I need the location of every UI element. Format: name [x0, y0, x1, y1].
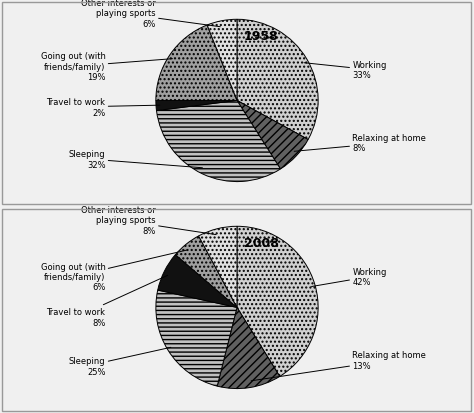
Text: Relaxing at home
8%: Relaxing at home 8%	[294, 133, 426, 153]
Wedge shape	[156, 101, 237, 112]
Text: 1958: 1958	[244, 30, 279, 43]
Text: Other interests or
playing sports
8%: Other interests or playing sports 8%	[81, 205, 216, 235]
Text: Going out (with
friends/family)
19%: Going out (with friends/family) 19%	[41, 52, 173, 82]
Wedge shape	[237, 227, 318, 377]
Wedge shape	[237, 20, 318, 140]
Bar	[2, 209, 471, 411]
Bar	[2, 3, 471, 204]
Wedge shape	[156, 26, 237, 101]
Wedge shape	[237, 101, 308, 169]
Wedge shape	[207, 20, 237, 101]
Wedge shape	[156, 290, 237, 386]
Wedge shape	[175, 236, 237, 308]
Text: Relaxing at home
13%: Relaxing at home 13%	[251, 351, 426, 381]
Text: Sleeping
25%: Sleeping 25%	[69, 347, 171, 376]
Wedge shape	[158, 255, 237, 308]
Text: Travel to work
2%: Travel to work 2%	[46, 98, 160, 117]
Wedge shape	[199, 227, 237, 308]
Wedge shape	[156, 101, 281, 182]
Text: 2008: 2008	[244, 236, 279, 249]
Text: Sleeping
32%: Sleeping 32%	[69, 150, 202, 169]
Wedge shape	[217, 308, 280, 389]
Text: Going out (with
friends/family)
6%: Going out (with friends/family) 6%	[41, 250, 188, 292]
Text: Working
33%: Working 33%	[304, 61, 387, 80]
Text: Other interests or
playing sports
6%: Other interests or playing sports 6%	[81, 0, 220, 28]
Text: Working
42%: Working 42%	[311, 267, 387, 287]
Text: Travel to work
8%: Travel to work 8%	[46, 275, 168, 327]
